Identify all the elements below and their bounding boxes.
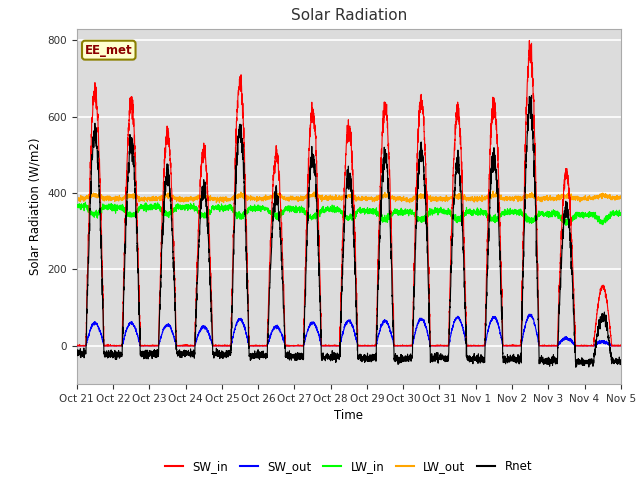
Y-axis label: Solar Radiation (W/m2): Solar Radiation (W/m2) [29,138,42,275]
Title: Solar Radiation: Solar Radiation [291,9,407,24]
Legend: SW_in, SW_out, LW_in, LW_out, Rnet: SW_in, SW_out, LW_in, LW_out, Rnet [161,455,537,478]
Text: EE_met: EE_met [85,44,132,57]
X-axis label: Time: Time [334,409,364,422]
